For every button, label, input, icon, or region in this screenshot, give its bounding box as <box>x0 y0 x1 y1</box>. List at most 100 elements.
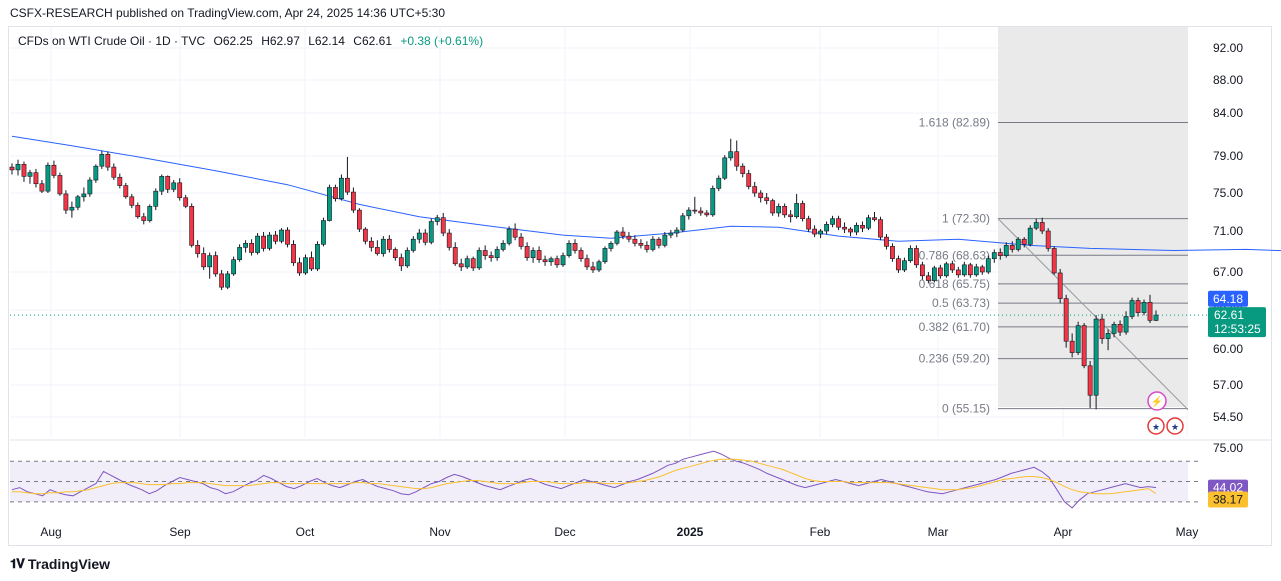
price-axis: 92.0088.0084.0079.0075.0071.0067.0063.00… <box>1213 41 1243 424</box>
symbol-name[interactable]: CFDs on WTI Crude Oil · 1D · TVC <box>18 34 206 48</box>
ohlc-high: H62.97 <box>261 34 300 48</box>
candle <box>1141 299 1147 316</box>
candle <box>602 246 608 264</box>
flash-glyph: ⚡ <box>1151 395 1163 408</box>
candle-body <box>722 157 728 179</box>
candle-body <box>878 219 883 238</box>
time-tick-label: Feb <box>810 525 831 539</box>
candle-body <box>590 266 596 271</box>
candle-body <box>1009 245 1015 250</box>
candle <box>63 190 69 214</box>
candle-body <box>51 164 57 176</box>
candle-body <box>33 172 39 185</box>
candle-body <box>584 258 590 268</box>
candle-body <box>458 263 464 268</box>
event-icons: ⚡ ★ ★ <box>1147 391 1184 435</box>
candle <box>973 263 979 277</box>
rsi-ma-line <box>12 458 1157 495</box>
candle <box>404 247 410 268</box>
symbol-legend[interactable]: CFDs on WTI Crude Oil · 1D · TVC O62.25 … <box>18 34 488 48</box>
candle <box>644 241 650 253</box>
candle <box>494 246 500 261</box>
candle-body <box>279 229 284 242</box>
candle-body <box>548 258 554 263</box>
candle <box>530 247 536 263</box>
candle-body <box>309 257 314 270</box>
candle-body <box>973 266 979 276</box>
candle <box>728 138 734 161</box>
candle-body <box>620 231 626 237</box>
candle <box>1081 323 1087 369</box>
candle <box>572 239 578 254</box>
candle <box>213 251 219 277</box>
candle-body <box>1033 222 1039 229</box>
candle-body <box>890 246 895 259</box>
ma-line <box>11 135 1281 252</box>
us-flag-icon[interactable] <box>1147 417 1165 435</box>
candle-body <box>908 248 913 262</box>
candle <box>554 255 560 268</box>
candle-body <box>758 192 764 199</box>
candle-body <box>902 260 907 271</box>
candle <box>854 222 859 236</box>
candle <box>740 163 746 178</box>
price-tick-label: 54.50 <box>1213 410 1243 424</box>
price-tick-label: 92.00 <box>1213 41 1243 55</box>
candle-body <box>422 232 428 243</box>
candle-body <box>1027 227 1033 245</box>
candle-body <box>434 217 440 222</box>
candle-body <box>572 243 578 251</box>
candle <box>291 240 296 266</box>
time-tick-label: Dec <box>554 525 575 539</box>
candle-body <box>842 226 847 230</box>
candle <box>255 233 260 255</box>
fib-level-label: 0.382 (61.70) <box>919 320 990 334</box>
candle-body <box>428 221 434 243</box>
candle-body <box>1063 298 1069 342</box>
candle-body <box>45 164 51 192</box>
candle-body <box>123 185 129 198</box>
candle <box>908 245 913 263</box>
candle <box>536 246 542 263</box>
flash-event-icon[interactable] <box>1147 391 1167 411</box>
candle-body <box>746 173 752 187</box>
time-tick-label: Oct <box>296 525 315 539</box>
candle <box>1153 310 1159 322</box>
rsi-band <box>10 461 1188 502</box>
candle-body <box>339 177 344 199</box>
candle-body <box>752 186 758 194</box>
candle-body <box>518 236 524 247</box>
candle-body <box>482 250 488 256</box>
candle-body <box>464 258 470 268</box>
candle-body <box>728 151 734 159</box>
candle-body <box>1069 340 1075 353</box>
ohlc-change: +0.38 (+0.61%) <box>400 34 484 48</box>
candle <box>243 240 248 253</box>
candle <box>374 240 380 256</box>
us-flag-icon-2[interactable] <box>1166 417 1184 435</box>
candle <box>141 212 147 225</box>
candle <box>566 240 572 258</box>
candle-body <box>698 210 704 214</box>
time-tick-label: Nov <box>429 525 450 539</box>
candle-body <box>764 197 770 201</box>
candle-body <box>243 243 248 248</box>
countdown-label: 12:53:25 <box>1214 322 1261 336</box>
candle <box>15 159 21 176</box>
candle <box>45 162 51 193</box>
candle <box>674 227 680 238</box>
candle <box>171 180 177 193</box>
candle <box>87 177 93 197</box>
last-price-label-bg <box>1208 307 1266 338</box>
candle <box>650 236 656 252</box>
candle <box>105 151 111 171</box>
tradingview-brand[interactable]: 𝟏𝐕 TradingView <box>10 556 110 572</box>
candle-body <box>949 263 955 271</box>
candle-body <box>1105 333 1111 339</box>
candle-body <box>1153 314 1159 321</box>
candle <box>434 214 440 226</box>
ohlc-open: O62.25 <box>213 34 253 48</box>
candle-body <box>285 229 290 245</box>
